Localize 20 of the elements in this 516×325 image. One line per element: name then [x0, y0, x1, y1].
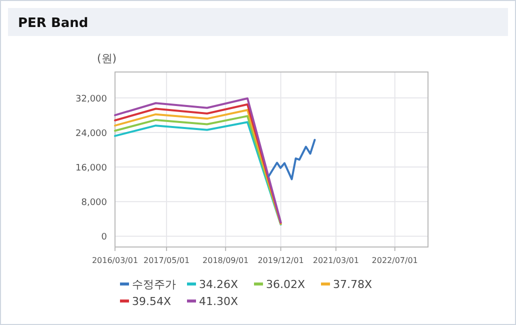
x-tick-label: 2017/05/01 [143, 256, 190, 265]
y-tick-label: 32,000 [76, 94, 108, 104]
legend-label: 39.54X [132, 295, 172, 308]
y-tick-label: 24,000 [76, 128, 108, 139]
x-tick-label: 2019/12/01 [258, 256, 304, 265]
y-tick-label: 8,000 [81, 198, 108, 208]
legend-label: 수정주가 [132, 278, 176, 291]
y-tick-label: 16,000 [76, 164, 108, 174]
x-tick-label: 2021/03/01 [312, 256, 359, 265]
x-tick-label: 2018/09/01 [202, 256, 249, 265]
x-tick-label: 2016/03/01 [92, 256, 138, 265]
chart-title: PER Band [18, 16, 88, 31]
legend-label: 41.30X [199, 295, 238, 308]
y-tick-label: 0 [101, 232, 108, 243]
legend-label: 34.26X [199, 278, 238, 291]
legend-label: 37.78X [333, 278, 372, 291]
y-axis-title: (원) [97, 52, 117, 65]
line-series [268, 138, 316, 180]
x-tick-label: 2022/07/01 [372, 256, 418, 265]
legend-label: 36.02X [266, 278, 306, 291]
